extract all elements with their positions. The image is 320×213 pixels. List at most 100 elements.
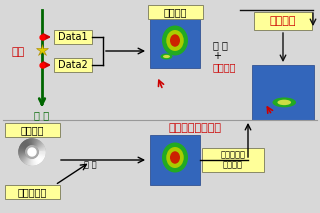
Ellipse shape bbox=[166, 30, 184, 51]
Polygon shape bbox=[38, 144, 43, 148]
FancyBboxPatch shape bbox=[202, 148, 264, 172]
FancyBboxPatch shape bbox=[5, 185, 60, 199]
Polygon shape bbox=[32, 160, 34, 165]
Polygon shape bbox=[19, 148, 25, 150]
Polygon shape bbox=[40, 153, 45, 154]
Polygon shape bbox=[39, 148, 44, 150]
Polygon shape bbox=[40, 150, 45, 151]
Polygon shape bbox=[30, 160, 31, 165]
Polygon shape bbox=[19, 139, 45, 165]
Polygon shape bbox=[39, 146, 44, 149]
Polygon shape bbox=[39, 147, 44, 150]
Polygon shape bbox=[33, 160, 34, 165]
Text: 地殻変動: 地殻変動 bbox=[270, 16, 296, 26]
Polygon shape bbox=[36, 141, 39, 145]
Text: +: + bbox=[213, 51, 221, 61]
Polygon shape bbox=[35, 140, 38, 145]
FancyBboxPatch shape bbox=[252, 65, 314, 120]
Text: Data1: Data1 bbox=[58, 32, 88, 42]
Polygon shape bbox=[36, 141, 40, 146]
Polygon shape bbox=[36, 141, 40, 146]
FancyBboxPatch shape bbox=[254, 12, 312, 30]
Polygon shape bbox=[19, 150, 24, 151]
Text: 干渉画像: 干渉画像 bbox=[164, 7, 187, 17]
Polygon shape bbox=[20, 148, 25, 150]
Polygon shape bbox=[31, 139, 32, 144]
Polygon shape bbox=[40, 154, 45, 155]
Text: 計 算: 計 算 bbox=[84, 161, 96, 170]
Text: 時 間: 時 間 bbox=[35, 110, 50, 120]
FancyBboxPatch shape bbox=[54, 58, 92, 72]
Ellipse shape bbox=[162, 142, 188, 173]
Polygon shape bbox=[19, 151, 24, 152]
Polygon shape bbox=[40, 153, 45, 154]
Polygon shape bbox=[22, 143, 27, 147]
Ellipse shape bbox=[272, 98, 296, 107]
Polygon shape bbox=[19, 153, 24, 155]
Polygon shape bbox=[35, 159, 37, 164]
Polygon shape bbox=[22, 143, 26, 147]
Polygon shape bbox=[39, 156, 44, 159]
Text: 地形による位相差: 地形による位相差 bbox=[169, 123, 221, 133]
Polygon shape bbox=[38, 157, 43, 160]
Polygon shape bbox=[33, 139, 34, 144]
Polygon shape bbox=[26, 140, 28, 145]
Polygon shape bbox=[25, 141, 28, 145]
Polygon shape bbox=[28, 140, 30, 145]
Polygon shape bbox=[37, 157, 41, 161]
Polygon shape bbox=[20, 146, 25, 149]
Polygon shape bbox=[35, 140, 37, 145]
Polygon shape bbox=[34, 160, 36, 165]
Polygon shape bbox=[31, 160, 32, 165]
Polygon shape bbox=[28, 159, 30, 164]
Polygon shape bbox=[23, 158, 27, 162]
Polygon shape bbox=[38, 144, 43, 147]
Polygon shape bbox=[23, 158, 27, 162]
FancyBboxPatch shape bbox=[54, 30, 92, 44]
Polygon shape bbox=[35, 159, 38, 164]
Ellipse shape bbox=[161, 53, 172, 59]
Polygon shape bbox=[26, 140, 29, 145]
Polygon shape bbox=[19, 152, 24, 153]
Text: 数値地図: 数値地図 bbox=[21, 125, 44, 135]
Ellipse shape bbox=[170, 151, 180, 164]
Polygon shape bbox=[32, 139, 33, 144]
Polygon shape bbox=[26, 159, 28, 164]
Polygon shape bbox=[21, 156, 26, 159]
Polygon shape bbox=[38, 157, 42, 161]
Polygon shape bbox=[28, 160, 30, 165]
Polygon shape bbox=[40, 150, 45, 151]
Polygon shape bbox=[29, 139, 31, 144]
Polygon shape bbox=[40, 152, 45, 153]
Polygon shape bbox=[39, 155, 44, 158]
Text: 地 形: 地 形 bbox=[213, 40, 228, 50]
Ellipse shape bbox=[163, 55, 170, 58]
Polygon shape bbox=[38, 143, 42, 147]
Ellipse shape bbox=[277, 100, 291, 105]
Text: 計算された
干渉画像: 計算された 干渉画像 bbox=[220, 150, 245, 170]
Ellipse shape bbox=[162, 26, 188, 56]
FancyBboxPatch shape bbox=[150, 18, 200, 68]
Polygon shape bbox=[37, 142, 41, 146]
Polygon shape bbox=[20, 155, 25, 159]
Polygon shape bbox=[39, 154, 44, 157]
Polygon shape bbox=[19, 152, 24, 153]
Polygon shape bbox=[20, 154, 25, 156]
Polygon shape bbox=[39, 154, 44, 156]
Polygon shape bbox=[27, 140, 29, 145]
Polygon shape bbox=[27, 159, 29, 164]
Polygon shape bbox=[34, 159, 36, 164]
Polygon shape bbox=[23, 142, 27, 147]
Polygon shape bbox=[19, 149, 24, 151]
Polygon shape bbox=[32, 139, 34, 144]
Polygon shape bbox=[32, 160, 33, 165]
Polygon shape bbox=[39, 146, 44, 149]
Polygon shape bbox=[25, 158, 28, 163]
Polygon shape bbox=[40, 151, 45, 152]
Ellipse shape bbox=[170, 34, 180, 47]
Polygon shape bbox=[21, 156, 26, 160]
Text: 基線の情報: 基線の情報 bbox=[18, 187, 47, 197]
Polygon shape bbox=[21, 145, 26, 148]
Polygon shape bbox=[24, 141, 28, 146]
Polygon shape bbox=[36, 158, 40, 163]
